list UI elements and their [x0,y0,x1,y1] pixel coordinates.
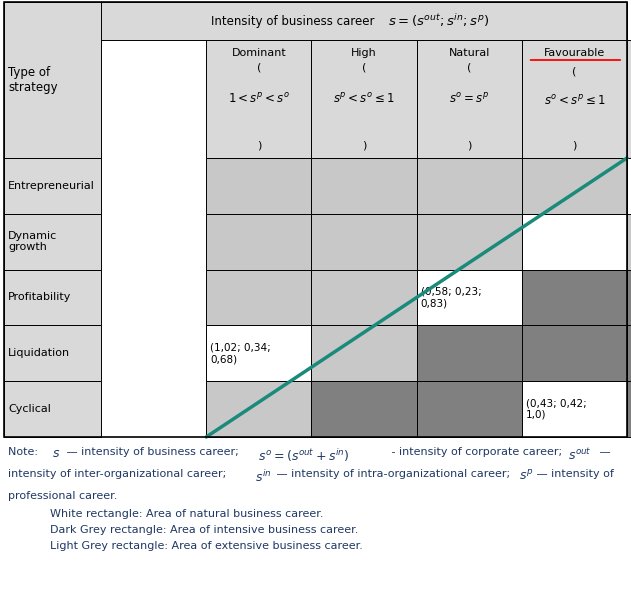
Bar [4,325,101,381]
Text: $s=(s^{out};s^{in};s^{p})$: $s=(s^{out};s^{in};s^{p})$ [388,13,490,29]
Text: — intensity of: — intensity of [533,469,614,479]
Text: $1<s^{p}<s^{o}$: $1<s^{p}<s^{o}$ [228,92,290,106]
Bar [627,325,631,381]
Text: ): ) [572,141,577,151]
Bar [206,325,312,381]
Bar [4,381,101,437]
Bar [416,325,522,381]
Text: professional career.: professional career. [8,491,117,501]
Bar [4,2,627,437]
Text: $s$: $s$ [52,447,60,460]
Bar [312,381,416,437]
Bar [206,158,312,214]
Text: Favourable: Favourable [544,48,605,58]
Text: (0,43; 0,42;
1,0): (0,43; 0,42; 1,0) [526,398,587,420]
Bar [522,325,627,381]
Bar [4,269,101,325]
Bar [206,381,312,437]
Text: $s^{o}=(s^{out}+s^{in})$: $s^{o}=(s^{out}+s^{in})$ [258,447,350,464]
Text: (0,58; 0,23;
0,83): (0,58; 0,23; 0,83) [421,287,481,308]
Text: Note:: Note: [8,447,45,457]
Text: Profitability: Profitability [8,292,71,303]
Bar [522,381,627,437]
Text: Liquidation: Liquidation [8,348,70,358]
Text: Dynamic
growth: Dynamic growth [8,231,57,252]
Text: —: — [596,447,611,457]
Bar [312,158,416,214]
Text: Intensity of business career: Intensity of business career [211,15,382,27]
Bar [522,158,627,214]
Bar [312,40,416,158]
Text: Entrepreneurial: Entrepreneurial [8,181,95,191]
Text: - intensity of corporate career;: - intensity of corporate career; [388,447,565,457]
Text: $s^{o}<s^{p}\leq1$: $s^{o}<s^{p}\leq1$ [544,94,605,108]
Text: White rectangle: Area of natural business career.: White rectangle: Area of natural busines… [50,509,324,519]
Bar [627,269,631,325]
Text: Natural: Natural [449,48,490,58]
Bar [416,269,522,325]
Bar [206,214,312,269]
Bar [312,269,416,325]
Bar [4,158,101,214]
Text: intensity of inter-organizational career;: intensity of inter-organizational career… [8,469,230,479]
Bar [627,40,631,158]
Text: $s^{o}=s^{p}$: $s^{o}=s^{p}$ [449,92,489,106]
Text: ): ) [467,141,471,151]
Text: ): ) [257,141,261,151]
Bar [416,214,522,269]
Text: Cyclical: Cyclical [8,404,51,414]
Text: $s^{out}$: $s^{out}$ [568,447,592,463]
Text: (1,02; 0,34;
0,68): (1,02; 0,34; 0,68) [210,342,271,364]
Bar [627,158,631,214]
Bar [312,214,416,269]
Text: (: ( [362,62,366,72]
Bar [4,214,101,269]
Bar [522,40,627,158]
Text: $s^{in}$: $s^{in}$ [255,469,271,485]
Text: — intensity of intra-organizational career;: — intensity of intra-organizational care… [273,469,514,479]
Bar [4,2,101,158]
Bar [416,381,522,437]
Text: High: High [351,48,377,58]
Text: — intensity of business career;: — intensity of business career; [63,447,242,457]
Text: (: ( [467,62,471,72]
Text: Type of
strategy: Type of strategy [8,66,57,94]
Bar [416,40,522,158]
Text: (: ( [572,67,577,77]
Bar [206,269,312,325]
Bar [522,214,627,269]
Text: $s^{p}<s^{o}\leq1$: $s^{p}<s^{o}\leq1$ [333,92,395,106]
Bar [4,2,627,40]
Text: ): ) [362,141,366,151]
Bar [627,381,631,437]
Bar [312,325,416,381]
Bar [627,214,631,269]
Bar [416,158,522,214]
Text: $s^{p}$: $s^{p}$ [519,469,533,483]
Text: Light Grey rectangle: Area of extensive business career.: Light Grey rectangle: Area of extensive … [50,541,363,551]
Bar [206,40,312,158]
Text: (: ( [257,62,261,72]
Text: Dark Grey rectangle: Area of intensive business career.: Dark Grey rectangle: Area of intensive b… [50,525,358,535]
Text: Dominant: Dominant [232,48,286,58]
Bar [522,269,627,325]
